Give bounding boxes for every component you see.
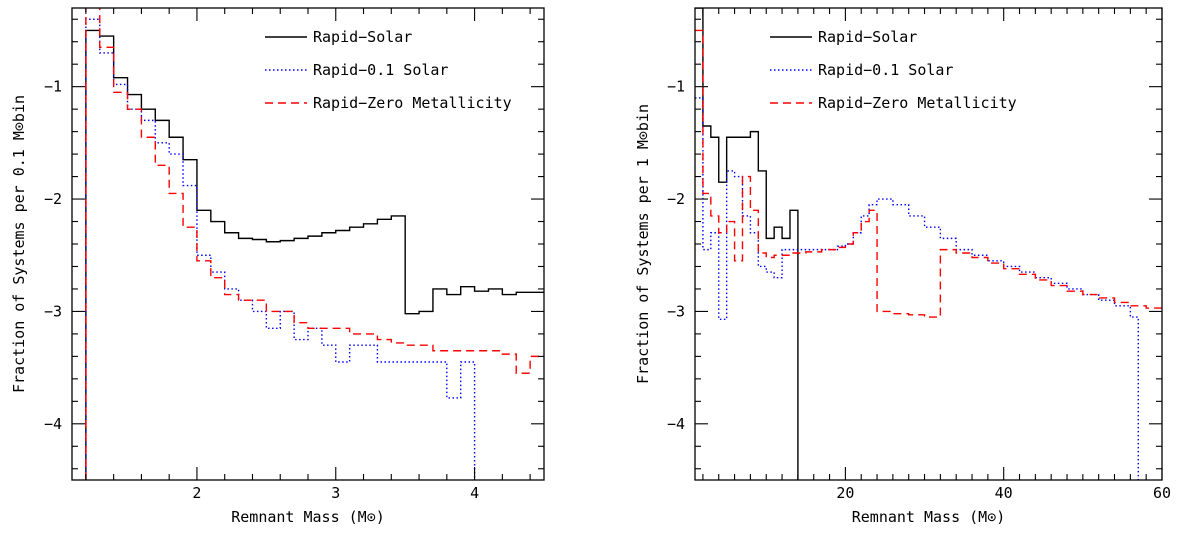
y-tick-label: −2 xyxy=(44,190,62,208)
legend-label-1: Rapid−0.1 Solar xyxy=(313,61,448,79)
legend-label-1: Rapid−0.1 Solar xyxy=(818,61,953,79)
x-tick-label: 20 xyxy=(836,484,854,502)
y-tick-label: −4 xyxy=(667,415,685,433)
legend: Rapid−Solar Rapid−0.1 Solar Rapid−Zero Met… xyxy=(770,28,1017,112)
y-tick-label: −3 xyxy=(667,302,685,320)
x-axis-label: Remnant Mass (M⊙) xyxy=(231,508,385,526)
x-tick-label: 4 xyxy=(470,484,479,502)
y-axis-label: Fraction of Systems per 0.1 M⊙bin xyxy=(10,95,28,393)
legend-label-2: Rapid−Zero Metallicity xyxy=(818,94,1017,112)
x-tick-label: 2 xyxy=(192,484,201,502)
x-axis-label: Remnant Mass (M⊙) xyxy=(852,508,1006,526)
series-line-1 xyxy=(695,98,1138,480)
x-tick-label: 3 xyxy=(331,484,340,502)
y-tick-label: −1 xyxy=(44,78,62,96)
legend: Rapid−Solar Rapid−0.1 Solar Rapid−Zero Met… xyxy=(265,28,512,112)
left-panel: 2 3 4 −4 −3 −2 −1 Remnant Mass (M⊙) Fraction of … xyxy=(10,0,544,526)
y-tick-label: −2 xyxy=(667,190,685,208)
series-line-1 xyxy=(86,19,475,480)
legend-label-0: Rapid−Solar xyxy=(818,28,917,46)
y-axis-label: Fraction of Systems per 1 M⊙bin xyxy=(634,104,652,384)
legend-label-0: Rapid−Solar xyxy=(313,28,412,46)
y-tick-label: −3 xyxy=(44,302,62,320)
right-panel: 20 40 60 −4 −3 −2 −1 Remnant Mass (M⊙) Fraction … xyxy=(634,8,1171,526)
y-tick-label: −4 xyxy=(44,415,62,433)
y-tick-label: −1 xyxy=(667,78,685,96)
x-tick-label: 40 xyxy=(995,484,1013,502)
plot-frame xyxy=(72,8,544,480)
legend-label-2: Rapid−Zero Metallicity xyxy=(313,94,512,112)
x-tick-label: 60 xyxy=(1153,484,1171,502)
